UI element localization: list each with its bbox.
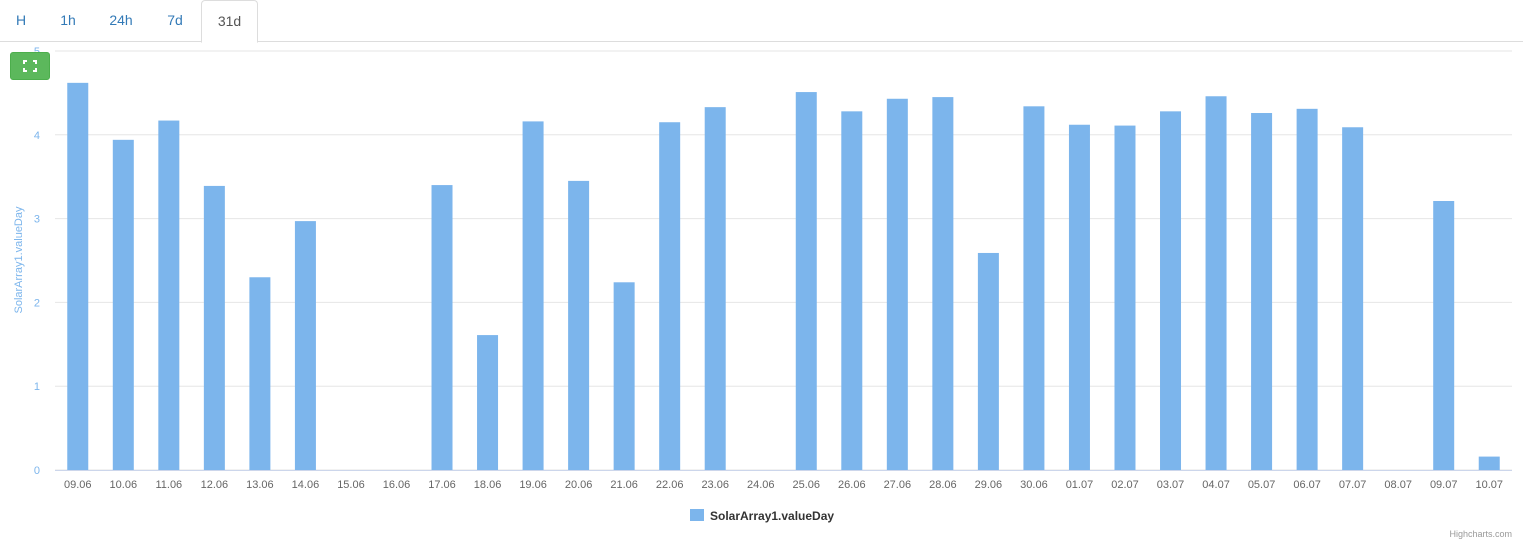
x-tick-label: 07.07 [1339, 479, 1367, 491]
x-tick-label: 09.07 [1430, 479, 1458, 491]
bar [1023, 106, 1045, 471]
x-tick-label: 17.06 [428, 479, 456, 491]
x-tick-label: 02.07 [1111, 479, 1139, 491]
credit[interactable]: Highcharts.com [1449, 529, 1512, 539]
bar [158, 120, 180, 470]
x-tick-label: 23.06 [701, 479, 729, 491]
bar [203, 185, 225, 470]
x-tick-label: 29.06 [975, 479, 1003, 491]
bar [431, 185, 453, 470]
x-tick-label: 30.06 [1020, 479, 1048, 491]
x-tick-label: 08.07 [1384, 479, 1412, 491]
bar [112, 139, 134, 470]
y-tick-label: 0 [34, 465, 40, 477]
bar [1114, 125, 1136, 470]
x-tick-label: 28.06 [929, 479, 957, 491]
x-tick-label: 05.07 [1248, 479, 1276, 491]
x-tick-label: 14.06 [292, 479, 320, 491]
x-tick-label: 18.06 [474, 479, 502, 491]
bar [1251, 113, 1273, 471]
bar [1478, 456, 1500, 470]
tab[interactable]: H [15, 12, 27, 28]
x-tick-label: 15.06 [337, 479, 365, 491]
legend-label[interactable]: SolarArray1.valueDay [710, 509, 834, 523]
x-tick-label: 19.06 [519, 479, 547, 491]
bar [932, 97, 954, 470]
bar [1160, 111, 1182, 470]
bar [886, 98, 908, 471]
tab[interactable]: 31d [201, 0, 258, 43]
x-tick-label: 11.06 [155, 479, 182, 491]
y-axis-title: SolarArray1.valueDay [13, 206, 25, 313]
bar [1205, 96, 1227, 470]
x-tick-label: 16.06 [383, 479, 411, 491]
y-tick-label: 1 [34, 381, 40, 393]
x-tick-label: 21.06 [610, 479, 638, 491]
tab-bar: H 1h 24h 7d 31d [0, 0, 1523, 43]
x-tick-label: 27.06 [884, 479, 912, 491]
bar [659, 122, 681, 470]
legend-swatch [690, 509, 704, 521]
bar [1433, 201, 1455, 470]
x-tick-label: 03.07 [1157, 479, 1185, 491]
x-tick-label: 01.07 [1066, 479, 1094, 491]
bar [67, 82, 89, 471]
fullscreen-icon [23, 60, 37, 72]
x-tick-label: 26.06 [838, 479, 866, 491]
tab[interactable]: 24h [109, 12, 133, 28]
bar [613, 282, 635, 470]
y-tick-label: 3 [34, 214, 40, 226]
x-tick-label: 22.06 [656, 479, 684, 491]
tab[interactable]: 1h [60, 12, 76, 28]
bar [1068, 124, 1090, 470]
x-tick-label: 13.06 [246, 479, 274, 491]
bar [522, 121, 544, 470]
bar [977, 252, 999, 470]
bar [841, 111, 863, 470]
x-tick-label: 12.06 [201, 479, 229, 491]
tab[interactable]: 7d [167, 12, 183, 28]
bar [477, 335, 499, 470]
x-tick-label: 06.07 [1293, 479, 1321, 491]
bar [795, 92, 817, 470]
x-tick-label: 24.06 [747, 479, 775, 491]
x-tick-label: 10.07 [1475, 479, 1503, 491]
x-tick-label: 20.06 [565, 479, 593, 491]
x-tick-label: 25.06 [793, 479, 821, 491]
x-tick-label: 09.06 [64, 479, 92, 491]
y-tick-label: 2 [34, 297, 40, 309]
x-tick-label: 10.06 [110, 479, 138, 491]
bar [294, 221, 316, 470]
bar [1342, 127, 1364, 471]
bar [1296, 108, 1318, 471]
fullscreen-button[interactable] [10, 52, 50, 80]
bar [704, 107, 726, 471]
y-tick-label: 4 [34, 130, 40, 142]
bar [568, 180, 590, 470]
bar [249, 277, 271, 470]
x-tick-label: 04.07 [1202, 479, 1230, 491]
